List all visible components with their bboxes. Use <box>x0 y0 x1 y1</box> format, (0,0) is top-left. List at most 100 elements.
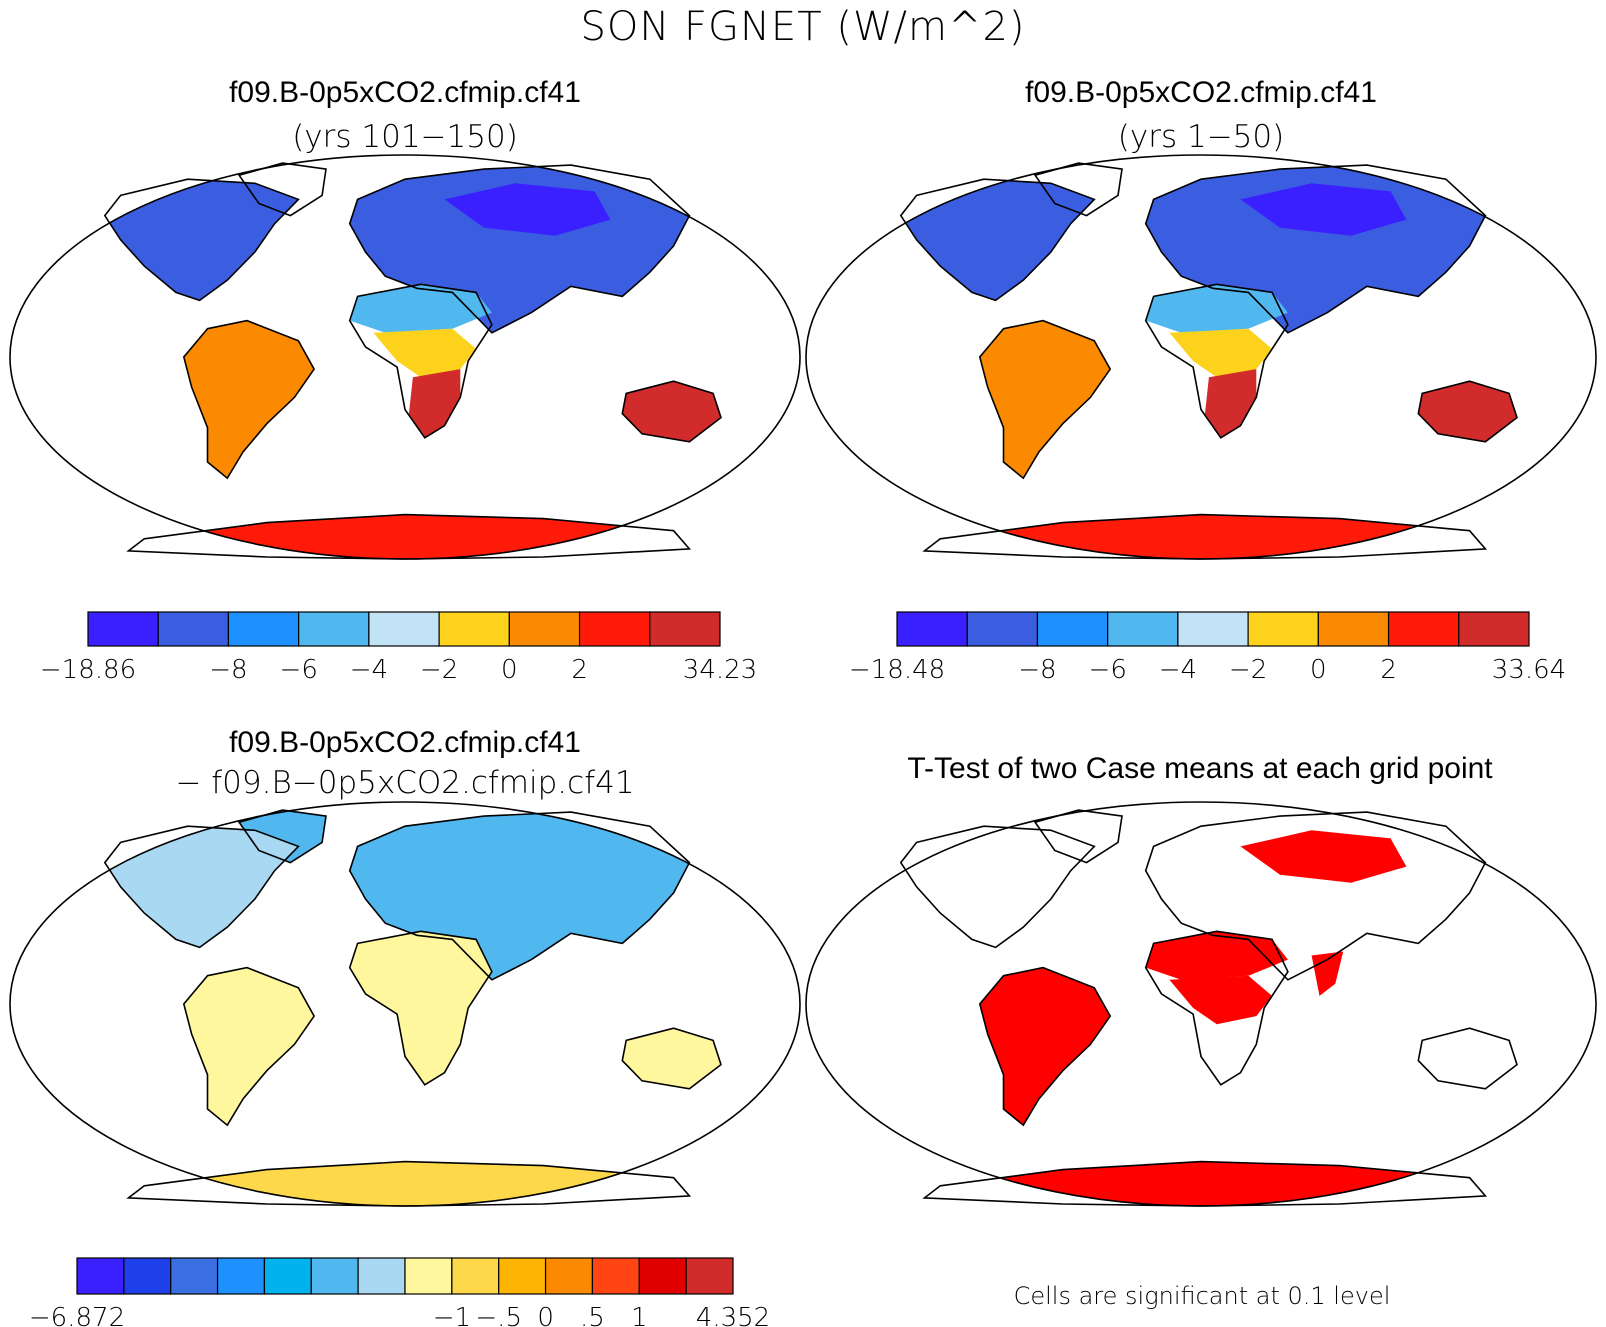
colorbar-tick-label: −6 <box>1089 655 1127 685</box>
region-north-america <box>104 179 299 301</box>
colorbar-swatch <box>157 611 230 647</box>
coastline-australia <box>1417 1027 1518 1090</box>
region-eurasia <box>349 812 690 980</box>
coastline-africa <box>1144 283 1289 439</box>
colorbar-tick-label: −1 <box>433 1303 471 1327</box>
colorbar-swatch <box>1458 611 1530 647</box>
panel-1-subtitle: (yrs 101−150) <box>292 119 518 155</box>
panel-1-title: f09.B-0p5xCO2.cfmip.cf41 <box>229 76 581 109</box>
colorbar-swatch <box>638 1257 687 1295</box>
panel-1-colorbar: −18.86 −8 −6 −4 −2 0 2 34.23 <box>40 611 757 685</box>
coastline-eurasia <box>348 811 691 981</box>
significant-siberia <box>1240 830 1407 883</box>
colorbar-tick-label: −2 <box>420 655 458 685</box>
coastline-greenland <box>237 809 327 864</box>
region-north-america <box>104 826 299 948</box>
coastline-north-america <box>103 825 300 949</box>
panel-top-right: f09.B-0p5xCO2.cfmip.cf41 (yrs 1−50) −18.… <box>805 76 1597 685</box>
region-south-america <box>183 967 315 1126</box>
region-eurasia <box>1145 165 1486 333</box>
region-southern-africa <box>408 369 461 438</box>
colorbar-tick-label: 34.23 <box>683 655 757 685</box>
colorbar-swatch <box>649 611 721 647</box>
colorbar-swatch <box>685 1257 734 1295</box>
region-africa <box>349 931 492 1085</box>
region-antarctica <box>128 514 690 559</box>
colorbar-swatch <box>368 611 440 647</box>
region-eurasia <box>349 165 690 333</box>
colorbar-tick-label: −8 <box>209 655 247 685</box>
colorbar-swatch <box>170 1257 219 1295</box>
map-frame <box>9 801 801 1207</box>
region-australia <box>622 381 721 442</box>
coastline-south-america <box>978 966 1112 1127</box>
colorbar-swatch <box>896 611 968 647</box>
panel-1-map <box>9 154 801 560</box>
significant-antarctica <box>924 1161 1486 1206</box>
colorbar-swatch <box>1387 611 1460 647</box>
coastline-australia <box>621 1027 722 1090</box>
region-antarctica <box>128 1161 690 1206</box>
colorbar-tick-label: −4 <box>350 655 388 685</box>
colorbar-tick-label: −.5 <box>475 1303 522 1327</box>
map-frame <box>805 801 1597 1207</box>
coastline-greenland <box>1033 162 1123 217</box>
colorbar-tick-label: 2 <box>1380 655 1397 685</box>
colorbar-tick-label: −8 <box>1018 655 1056 685</box>
region-central-africa <box>1169 328 1273 378</box>
colorbar-swatch <box>87 611 159 647</box>
coastline-africa <box>348 283 493 439</box>
region-siberia <box>444 183 611 236</box>
coastline-north-america <box>103 178 300 302</box>
colorbar-swatch <box>298 611 370 647</box>
colorbar-swatch <box>1177 611 1249 647</box>
coastline-africa <box>1144 930 1289 1086</box>
region-north-america <box>900 179 1095 301</box>
colorbar-tick-label: −18.86 <box>40 655 136 685</box>
colorbar-tick-label: 33.64 <box>1492 655 1566 685</box>
colorbar-tick-label: 0 <box>1310 655 1327 685</box>
coastline-australia <box>1417 380 1518 443</box>
map-frame <box>805 154 1597 560</box>
figure-title: SON FGNET (W/m^2) <box>580 4 1025 50</box>
region-antarctica <box>924 514 1486 559</box>
colorbar-tick-label: 0 <box>537 1303 554 1327</box>
colorbar-swatch <box>438 611 510 647</box>
coastline-eurasia <box>1144 811 1487 981</box>
coastline-greenland <box>237 162 327 217</box>
colorbar-swatch <box>76 1257 125 1295</box>
colorbar-swatch <box>123 1257 172 1295</box>
colorbar-swatch <box>508 611 581 647</box>
coastline-antarctica <box>922 513 1488 560</box>
panel-2-subtitle: (yrs 1−50) <box>1118 119 1284 155</box>
colorbar-tick-label: 2 <box>571 655 588 685</box>
colorbar-swatch <box>1247 611 1319 647</box>
coastline-south-america <box>978 319 1112 480</box>
colorbar-swatch <box>966 611 1039 647</box>
coastline-north-america <box>899 825 1096 949</box>
colorbar-swatch <box>1036 611 1109 647</box>
region-siberia <box>1240 183 1407 236</box>
colorbar-swatch <box>263 1257 312 1295</box>
panel-3-colorbar: −6.872 −1 −.5 0 .5 1 4.352 <box>29 1257 770 1327</box>
colorbar-tick-label: 1 <box>631 1303 648 1327</box>
significance-footnote: Cells are significant at 0.1 level <box>1014 1282 1391 1310</box>
panel-2-map <box>805 154 1597 560</box>
colorbar-tick-label: 0 <box>501 655 518 685</box>
coastline-australia <box>621 380 722 443</box>
colorbar-swatch <box>310 1257 359 1295</box>
significant-central-africa <box>1169 975 1273 1025</box>
coastline-antarctica <box>922 1160 1488 1207</box>
colorbar-tick-label: −2 <box>1229 655 1267 685</box>
region-southern-africa <box>1205 369 1257 438</box>
panel-top-left: f09.B-0p5xCO2.cfmip.cf41 (yrs 101−150) −… <box>9 76 801 685</box>
colorbar-swatch <box>357 1257 406 1295</box>
colorbar-swatch <box>216 1257 266 1295</box>
coastline-south-america <box>182 966 316 1127</box>
significant-south-america <box>979 967 1111 1126</box>
colorbar-swatch <box>227 611 300 647</box>
colorbar-tick-label: 4.352 <box>696 1303 770 1327</box>
colorbar-swatch <box>1107 611 1179 647</box>
map-frame <box>9 154 801 560</box>
